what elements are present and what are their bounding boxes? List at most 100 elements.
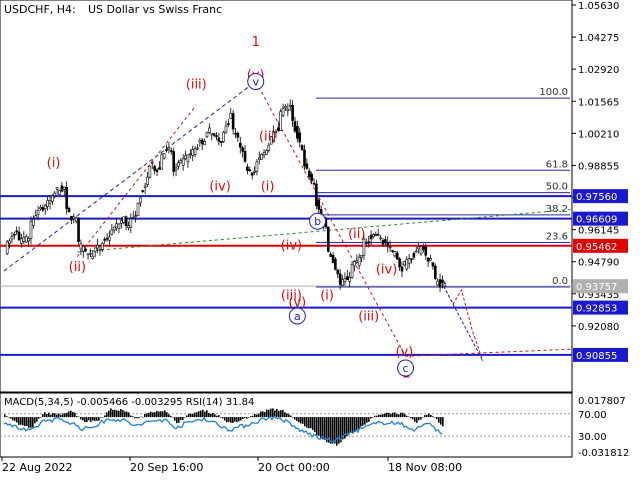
wave-label: 1	[252, 35, 260, 50]
macd-histogram-bar	[226, 417, 228, 423]
candle-body	[274, 131, 278, 134]
x-tick-label: 20 Sep 16:00	[130, 461, 203, 474]
candle-body	[122, 216, 126, 223]
macd-histogram-bar	[254, 413, 256, 418]
candle-body	[312, 182, 316, 185]
macd-histogram-bar	[74, 412, 76, 418]
candle-body	[224, 125, 228, 133]
candle-body	[350, 264, 354, 278]
wave-label: (i)	[261, 179, 275, 194]
candle-body	[124, 216, 128, 226]
candle-body	[379, 237, 382, 240]
macd-histogram-bar	[124, 411, 126, 418]
candle-body	[219, 141, 223, 143]
macd-histogram-bar	[166, 412, 168, 418]
candle-body	[403, 261, 406, 266]
macd-histogram-bar	[434, 417, 436, 418]
candle-body	[381, 240, 385, 245]
price-badge-label: 0.90855	[576, 351, 617, 362]
candle-body	[355, 260, 359, 263]
macd-histogram-bar	[336, 417, 338, 446]
candle-body	[46, 199, 49, 207]
wave-label: (iii)	[281, 288, 302, 303]
wave-label: (iv)	[209, 179, 230, 194]
macd-histogram-bar	[218, 415, 220, 418]
macd-histogram-bar	[350, 417, 352, 433]
candle-body	[414, 250, 418, 253]
candle-body	[184, 155, 187, 160]
candle-body	[167, 146, 171, 150]
candle-body	[212, 133, 216, 136]
candle-body	[158, 167, 161, 170]
macd-histogram-bar	[34, 417, 36, 424]
macd-histogram-bar	[144, 413, 146, 418]
macd-histogram-bar	[302, 417, 304, 424]
y-tick-label: 0.96145	[578, 226, 619, 237]
macd-histogram-bar	[306, 417, 308, 428]
macd-histogram-bar	[180, 417, 182, 420]
price-badge	[573, 300, 628, 315]
candle-body	[334, 258, 337, 270]
macd-histogram-bar	[332, 417, 334, 444]
rsi-tick-label: 30.00	[578, 432, 607, 443]
candle-body	[10, 236, 14, 240]
price-badges: 0.97560 0.96609 0.95462 0.92853 0.90855 0.937…	[573, 189, 628, 362]
macd-histogram-bar	[142, 417, 144, 418]
macd-histogram-bar	[178, 417, 180, 423]
macd-histogram-bar	[240, 417, 242, 421]
candle-body	[293, 121, 297, 132]
y-tick-label: 1.04275	[578, 33, 619, 44]
candle-body	[424, 246, 428, 256]
candle-body	[217, 137, 221, 142]
macd-histogram-bar	[342, 417, 344, 440]
candle-body	[265, 149, 268, 155]
macd-histogram-bar	[408, 416, 410, 418]
macd-histogram-bar	[222, 417, 224, 419]
candle-body	[148, 165, 152, 178]
macd-histogram-bar	[56, 414, 58, 418]
candle-body	[41, 207, 45, 211]
macd-histogram-bar	[356, 417, 358, 431]
macd-histogram-bar	[152, 412, 154, 418]
candle-body	[365, 242, 368, 244]
wave-label: (ii)	[348, 227, 365, 242]
wave-label: (iii)	[186, 78, 207, 93]
candle-body	[105, 237, 109, 240]
candle-body	[250, 172, 254, 176]
y-tick-label: 1.00210	[578, 129, 619, 140]
macd-histogram-bar	[48, 412, 50, 418]
macd-histogram-bar	[398, 414, 400, 418]
price-badge	[573, 347, 628, 362]
candle-body	[410, 258, 413, 261]
wave-channel-line-red	[255, 81, 407, 357]
fib-level-label: 23.6	[546, 231, 568, 242]
y-tick-label: 0.92080	[578, 322, 619, 333]
macd-tick-label: -0.031812	[578, 448, 629, 459]
macd-histogram-bar	[304, 417, 306, 427]
candle-body	[39, 207, 42, 210]
candles	[5, 99, 447, 293]
macd-histogram-bar	[92, 417, 94, 421]
macd-histogram-bar	[378, 414, 380, 418]
candle-body	[343, 278, 347, 283]
candle-body	[374, 234, 378, 236]
wave-label: (ii)	[69, 260, 86, 275]
macd-histogram-bar	[286, 413, 288, 418]
macd-histogram-bar	[66, 412, 68, 418]
macd-histogram-bar	[424, 415, 426, 418]
fib-level-label: 0.0	[552, 276, 568, 287]
wave-circle	[397, 359, 415, 377]
macd-histogram-bar	[272, 408, 274, 418]
macd-histogram-bar	[392, 412, 394, 418]
macd-histogram-bar	[22, 417, 24, 426]
macd-histogram-bar	[6, 416, 8, 418]
candle-body	[417, 246, 420, 250]
macd-histogram-bar	[338, 417, 340, 444]
macd-histogram-bar	[134, 417, 136, 419]
macd-histogram-bar	[212, 412, 214, 418]
macd-histogram-bar	[88, 417, 90, 421]
macd-histogram-bar	[270, 408, 272, 418]
candle-body	[291, 104, 294, 121]
